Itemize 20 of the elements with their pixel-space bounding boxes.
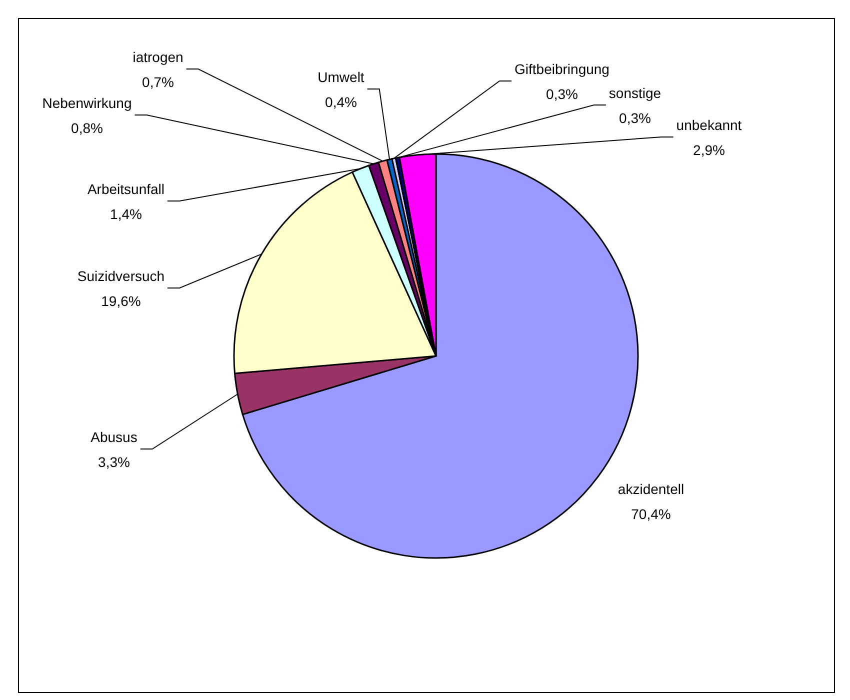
slice-label: Umwelt (318, 69, 364, 85)
data-label: 2,9% (693, 142, 725, 158)
slice-label: Abusus (90, 429, 138, 445)
slice-label: Nebenwirkung (42, 95, 132, 111)
slice-label: iatrogen (132, 49, 184, 65)
data-label: 70,4% (631, 506, 671, 522)
data-label: 1,4% (110, 206, 142, 222)
slice-label: Arbeitsunfall (87, 181, 165, 197)
data-label: 0,8% (71, 120, 103, 136)
slice-label: unbekannt (676, 117, 742, 133)
data-label: 19,6% (101, 293, 141, 309)
data-label: 0,4% (325, 94, 357, 110)
data-label: 0,3% (546, 86, 578, 102)
data-label: 0,7% (142, 74, 174, 90)
slice-label: Giftbeibringung (514, 61, 610, 77)
slice-label: sonstige (608, 85, 662, 101)
slice-label: Suizidversuch (77, 268, 165, 284)
data-label: 3,3% (98, 454, 130, 470)
slice-label: akzidentell (618, 481, 684, 497)
data-label: 0,3% (619, 110, 651, 126)
